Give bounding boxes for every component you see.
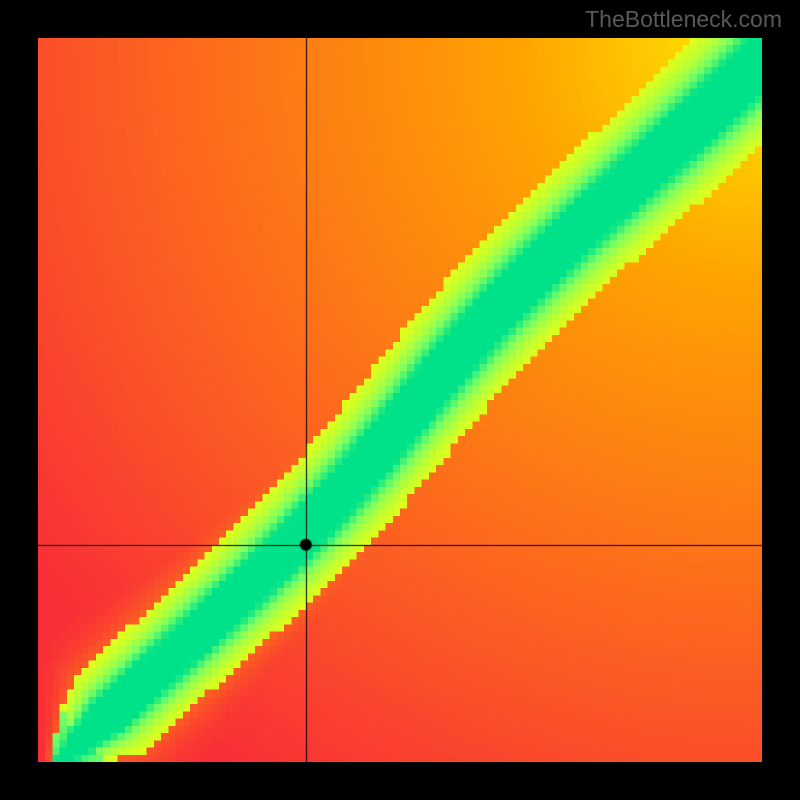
overlay-canvas [0,0,800,800]
chart-container: TheBottleneck.com [0,0,800,800]
